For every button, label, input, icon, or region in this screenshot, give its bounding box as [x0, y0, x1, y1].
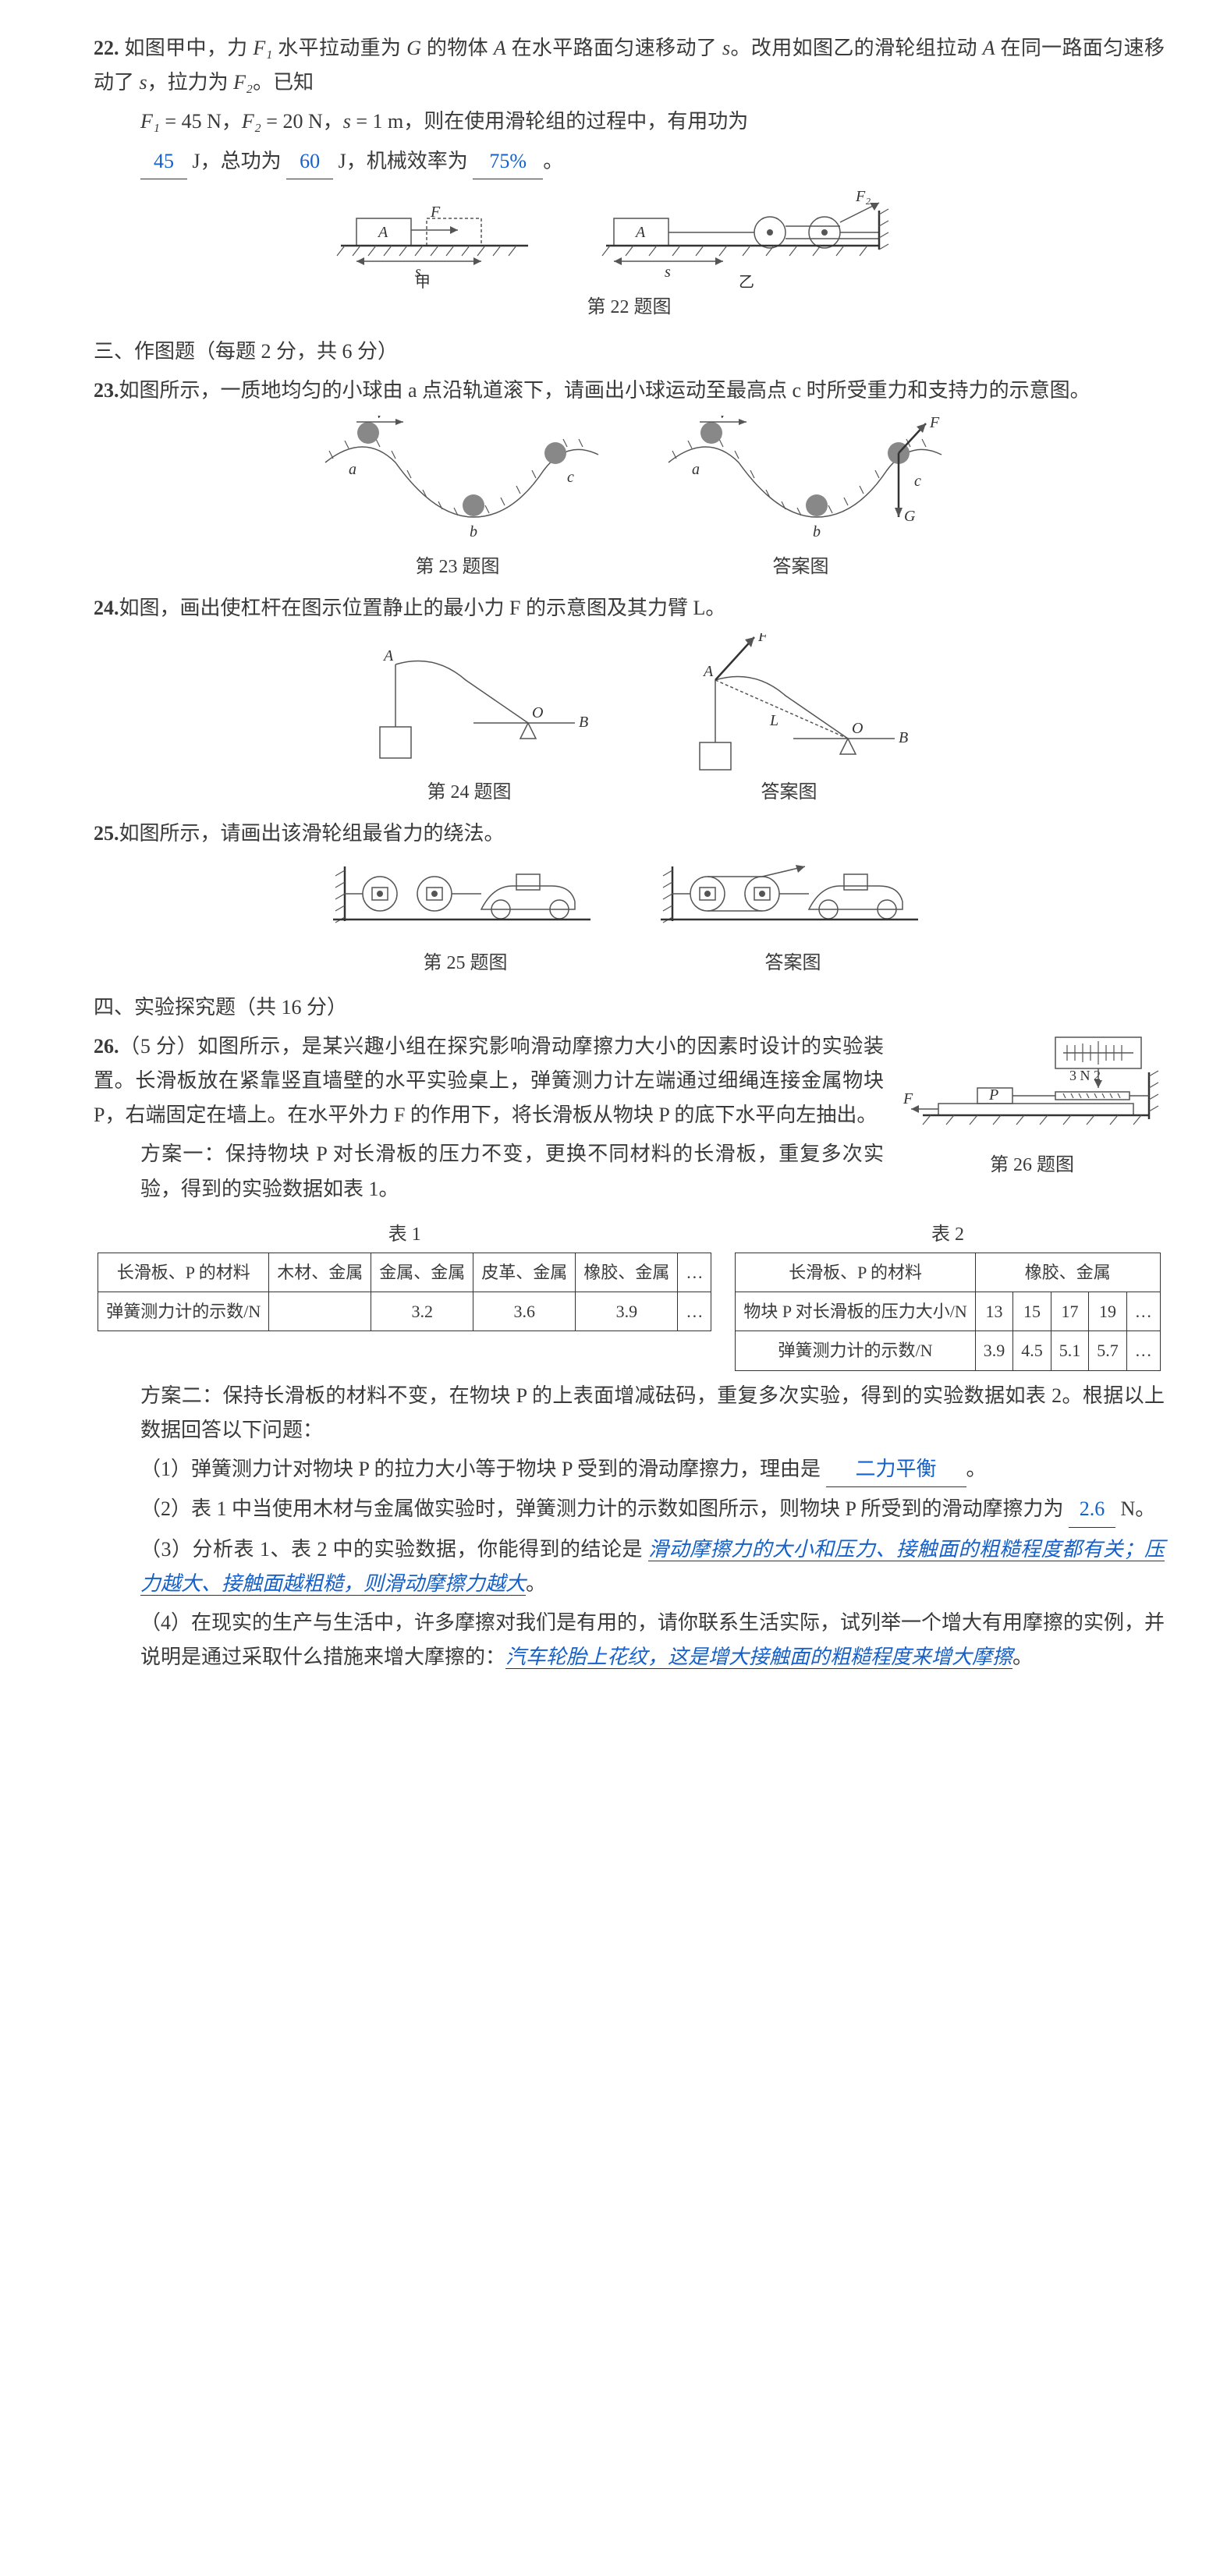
q26-sub4: （4）在现实的生产与生活中，许多摩擦对我们是有用的，请你联系生活实际，试列举一个… [94, 1606, 1165, 1674]
q22-text-2: F₁ = 45 N，F₂ = 20 N，s = 1 m，则在使用滑轮组的过程中，… [94, 105, 1165, 139]
svg-text:P: P [988, 1086, 998, 1104]
svg-text:L: L [769, 712, 778, 729]
q22-figure: A F s 甲 A F₂ [94, 187, 1165, 324]
svg-text:O: O [852, 720, 863, 737]
q24-text: 24.如图，画出使杠杆在图示位置静止的最小力 F 的示意图及其力臂 L。 [94, 591, 1165, 625]
section3-title: 三、作图题（每题 2 分，共 6 分） [94, 335, 1165, 369]
svg-text:F: F [903, 1090, 913, 1107]
q25-text: 25.如图所示，请画出该滑轮组最省力的绕法。 [94, 817, 1165, 851]
svg-text:A: A [702, 663, 714, 680]
q26-tables: 表 1 长滑板、P 的材料 木材、金属 金属、金属 皮革、金属 橡胶、金属 … … [94, 1219, 1165, 1371]
svg-text:c: c [914, 473, 921, 490]
q24-caption-left: 第 24 题图 [333, 777, 606, 809]
svg-text:B: B [899, 729, 908, 746]
q22-text: 22. 如图甲中，力 F₁ 水平拉动重为 G 的物体 A 在水平路面匀速移动了 … [94, 31, 1165, 100]
q26-sub2-blank[interactable]: 2.6 [1069, 1492, 1115, 1527]
svg-text:a: a [349, 461, 356, 478]
q25-caption-right: 答案图 [653, 948, 934, 980]
svg-text:G: G [904, 508, 916, 525]
q26-caption-fig: 第 26 题图 [899, 1150, 1165, 1182]
q23-caption-right: 答案图 [653, 551, 949, 583]
q22-caption: 第 22 题图 [94, 292, 1165, 324]
svg-text:F: F [757, 633, 768, 645]
svg-text:a: a [692, 461, 700, 478]
section4-title: 四、实验探究题（共 16 分） [94, 990, 1165, 1025]
svg-text:F: F [430, 204, 441, 221]
q26-sub3: （3）分析表 1、表 2 中的实验数据，你能得到的结论是 滑动摩擦力的大小和压力… [94, 1532, 1165, 1601]
svg-text:F: F [929, 416, 940, 431]
q24-figure: A O B 第 24 题图 F A L O B 答案图 [94, 633, 1165, 809]
q26-sub4-blank[interactable]: 汽车轮胎上花纹，这是增大接触面的粗糙程度来增大摩擦 [505, 1646, 1012, 1669]
svg-text:s: s [665, 264, 671, 281]
q26-num: 26. [94, 1035, 119, 1058]
svg-text:v: v [719, 416, 726, 422]
q24-num: 24. [94, 597, 119, 619]
q22-text-3: 45 J，总功为 60 J，机械效率为 75%。 [94, 144, 1165, 179]
q26-p3: 方案二：保持长滑板的材料不变，在物块 P 的上表面增减砝码，重复多次实验，得到的… [94, 1379, 1165, 1447]
svg-text:b: b [470, 523, 477, 540]
q26-sub1: （1）弹簧测力计对物块 P 的拉力大小等于物块 P 受到的滑动摩擦力，理由是 二… [94, 1452, 1165, 1487]
q26-sub2: （2）表 1 中当使用木材与金属做实验时，弹簧测力计的示数如图所示，则物块 P … [94, 1492, 1165, 1527]
q23-caption-left: 第 23 题图 [310, 551, 606, 583]
svg-text:A: A [377, 224, 388, 241]
q22-num: 22. [94, 37, 119, 59]
q22-blank1[interactable]: 45 [140, 144, 187, 179]
svg-text:B: B [579, 714, 588, 731]
q25-num: 25. [94, 822, 119, 845]
q25-figure: 第 25 题图 答案图 [94, 859, 1165, 980]
table2-title: 表 2 [735, 1219, 1160, 1251]
svg-text:b: b [813, 523, 821, 540]
q23-figure: v a b c 第 23 题图 v a b c F [94, 416, 1165, 583]
table1: 长滑板、P 的材料 木材、金属 金属、金属 皮革、金属 橡胶、金属 … 弹簧测力… [98, 1253, 711, 1332]
svg-text:乙: 乙 [739, 274, 754, 289]
q23-text: 23.如图所示，一质地均匀的小球由 a 点沿轨道滚下，请画出小球运动至最高点 c… [94, 374, 1165, 408]
q22-blank3[interactable]: 75% [473, 144, 543, 179]
table1-title: 表 1 [98, 1219, 711, 1251]
q26-figure: 3 N 2 P F 第 26 题图 [899, 1029, 1165, 1182]
svg-text:F₂: F₂ [855, 188, 871, 205]
q25-caption-left: 第 25 题图 [325, 948, 606, 980]
svg-text:c: c [567, 469, 574, 486]
table2: 长滑板、P 的材料 橡胶、金属 物块 P 对长滑板的压力大小/N 13 15 1… [735, 1253, 1160, 1371]
svg-text:A: A [634, 224, 646, 241]
svg-text:O: O [532, 704, 543, 721]
q24-caption-right: 答案图 [653, 777, 926, 809]
q23-num: 23. [94, 379, 119, 402]
svg-text:v: v [376, 416, 383, 422]
q26-sub1-blank[interactable]: 二力平衡 [826, 1452, 966, 1487]
svg-text:A: A [382, 647, 394, 664]
svg-text:甲: 甲 [415, 274, 431, 289]
q22-blank2[interactable]: 60 [286, 144, 333, 179]
